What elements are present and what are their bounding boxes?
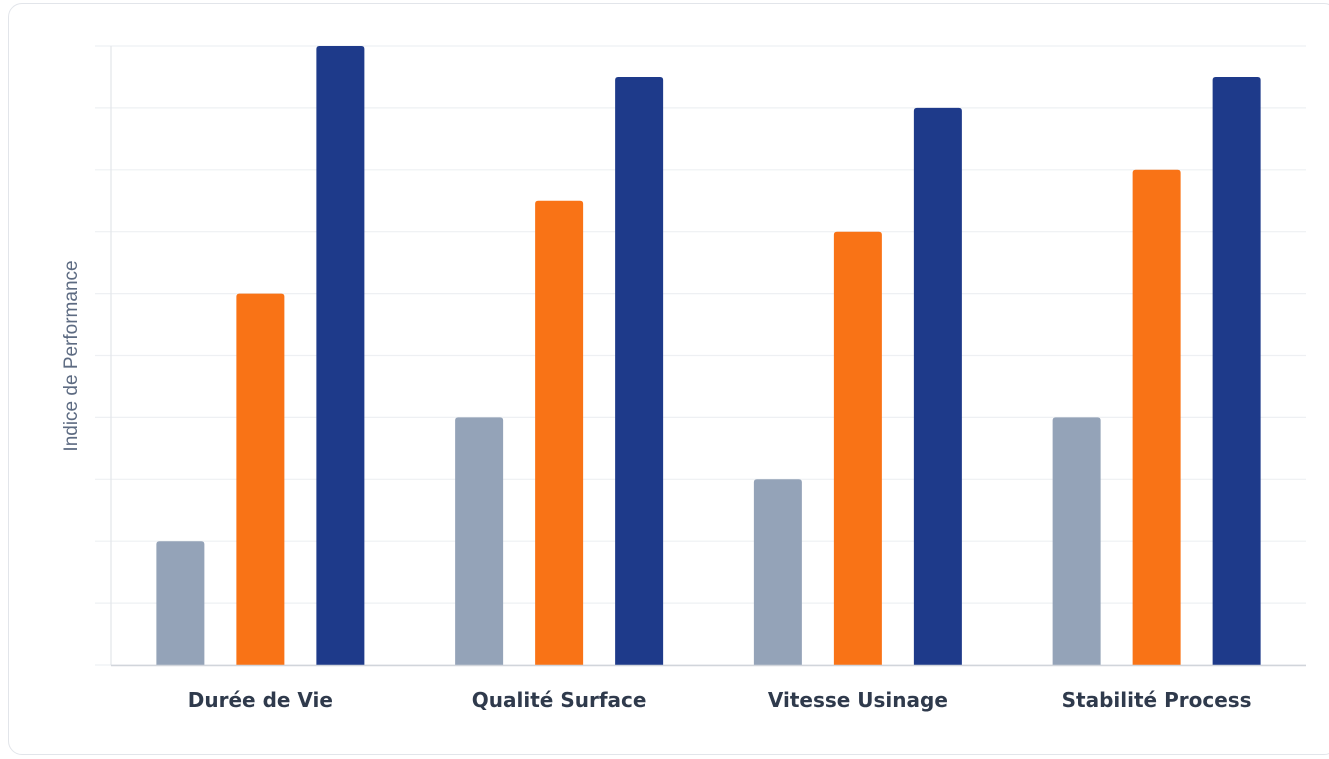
bar	[1132, 169, 1181, 666]
bar	[913, 107, 962, 665]
category-label: Qualité Surface	[472, 688, 647, 712]
axes	[110, 46, 1306, 667]
bar	[236, 293, 285, 665]
bar	[615, 76, 664, 665]
y-axis-label: Indice de Performance	[61, 260, 82, 451]
bar	[1212, 76, 1261, 665]
bar	[753, 479, 802, 665]
category-label: Stabilité Process	[1062, 688, 1252, 712]
bars	[156, 46, 1261, 666]
bar	[156, 541, 205, 665]
bar	[833, 231, 882, 665]
bar	[535, 200, 584, 665]
category-labels: Durée de Vie Qualité Surface Vitesse Usina…	[188, 688, 1252, 712]
chart-card	[8, 3, 1329, 755]
bar	[1052, 417, 1101, 665]
bar	[455, 417, 504, 665]
bar	[316, 46, 365, 665]
category-label: Vitesse Usinage	[768, 688, 948, 712]
category-label: Durée de Vie	[188, 688, 333, 712]
